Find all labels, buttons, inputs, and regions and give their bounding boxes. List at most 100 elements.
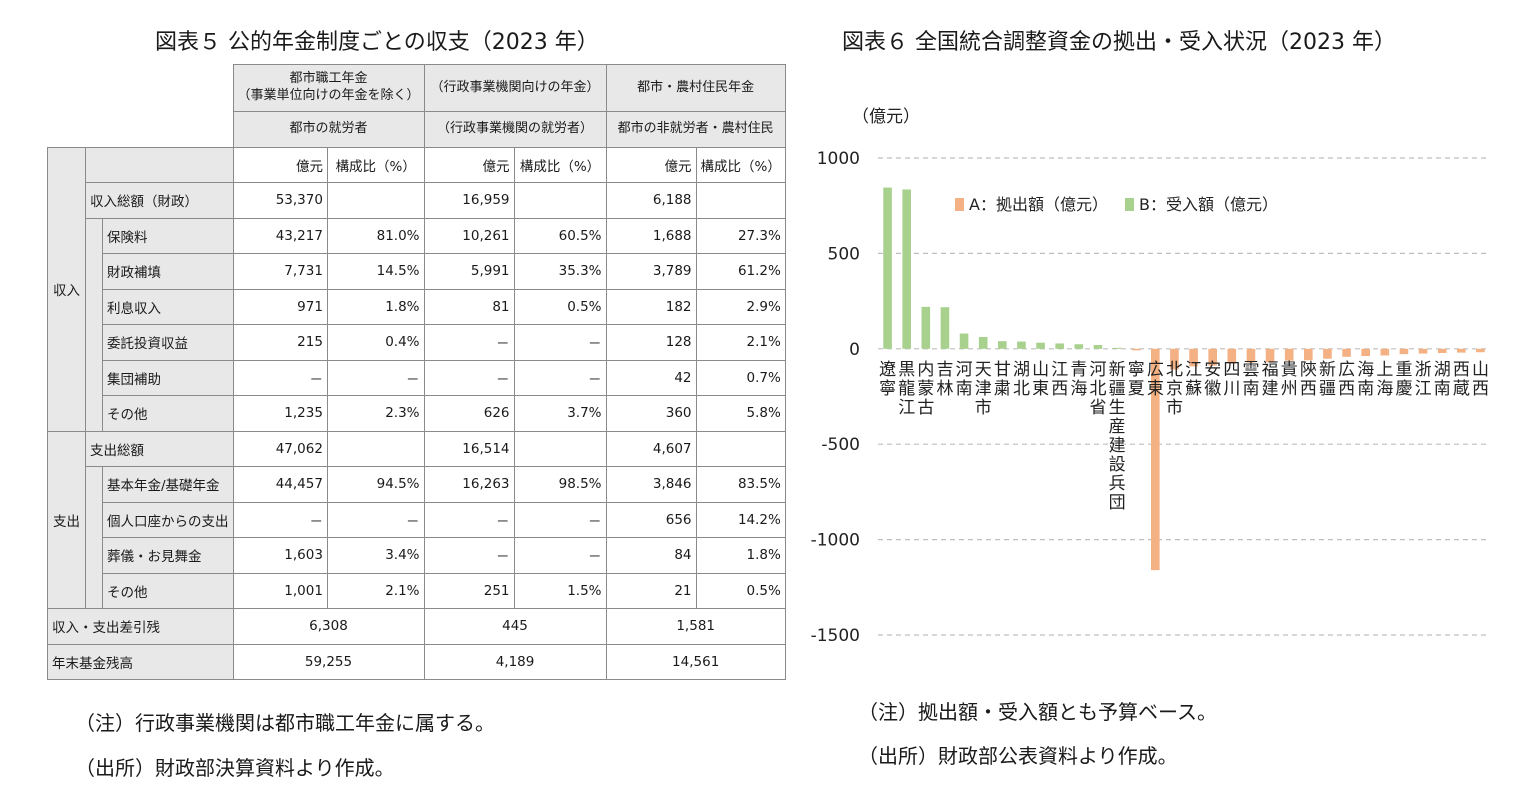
cell: － [423, 359, 515, 396]
cell: 1,603 [232, 537, 328, 574]
bar-a [1304, 348, 1313, 361]
cell: 445 [423, 608, 607, 645]
legend-label: B：受入額（億元） [1139, 195, 1278, 214]
row-label: 収入・支出差引残 [47, 608, 234, 645]
cell: 98.5% [513, 466, 607, 503]
chart-figure-title: 図表６ 全国統合調整資金の拠出・受入状況（2023 年） [842, 30, 1396, 55]
bar-a [1418, 348, 1428, 354]
row-label: 利息収入 [102, 288, 234, 325]
bar-a [1323, 348, 1332, 359]
x-category-label: 貴州 [1281, 360, 1298, 399]
cell: 84 [605, 537, 697, 574]
x-category-label: 湖北 [1013, 360, 1030, 399]
table-row: その他 1,235 2.3% 626 3.7% 360 5.8% [48, 395, 786, 432]
cell: 5.8% [695, 395, 786, 432]
bar-a [1457, 348, 1466, 353]
bar-b [1074, 344, 1084, 349]
cell: － [513, 537, 607, 574]
table-row: 財政補填 7,731 14.5% 5,991 35.3% 3,789 61.2% [48, 253, 786, 290]
table-row: 収入総額（財政） 53,370 16,959 6,188 [48, 182, 786, 219]
x-category-label: 広西 [1338, 360, 1355, 399]
x-category-label: 北京市 [1166, 360, 1183, 418]
x-category-label: 西蔵 [1453, 360, 1470, 399]
table-row: 保険料 43,217 81.0% 10,261 60.5% 1,688 27.3… [48, 217, 786, 432]
cell: － [232, 501, 328, 538]
row-label: 財政補填 [102, 253, 234, 290]
bar-a [1361, 348, 1370, 357]
cell: 2.1% [695, 324, 786, 361]
bar-a [1399, 348, 1409, 355]
cell: 81 [423, 288, 515, 325]
table-row: 個人口座からの支出 － － － － 656 14.2% [48, 501, 786, 538]
table-note: （注）行政事業機関は都市職工年金に属する。 [75, 711, 495, 735]
x-category-label: 海南 [1357, 360, 1374, 399]
cell: 1,688 [605, 217, 697, 254]
x-category-label: 新疆 [1319, 360, 1336, 399]
cell: 27.3% [695, 217, 786, 254]
column-group-subtitle: 都市の非就労者・農村住民 [605, 111, 786, 148]
cell: － [326, 359, 425, 396]
cell: 2.1% [326, 572, 425, 609]
x-category-label: 寧夏 [1128, 360, 1145, 399]
cell: 656 [605, 501, 697, 538]
table-figure-title: 図表５ 公的年金制度ごとの収支（2023 年） [155, 30, 599, 55]
cell: 1,001 [232, 572, 328, 609]
cell: 626 [423, 395, 515, 432]
cell: 1.8% [695, 537, 786, 574]
bar-a [1170, 348, 1179, 370]
bar-a [1284, 348, 1294, 361]
cell: 4,607 [605, 430, 697, 467]
cell: 4,189 [423, 643, 607, 680]
row-label: 葬儀・お見舞金 [102, 537, 234, 574]
cell: 47,062 [232, 430, 328, 467]
cell: 3.7% [513, 395, 607, 432]
y-tick-label: 0 [849, 340, 860, 360]
unit-header: 億元 [605, 146, 697, 183]
row-label: その他 [102, 572, 234, 609]
bar-a [1437, 348, 1447, 353]
cell: 6,308 [232, 608, 425, 645]
cell: 16,514 [423, 430, 515, 467]
x-category-label: 遼寧 [879, 360, 896, 399]
ratio-header: 構成比（%） [326, 146, 425, 183]
x-category-label: 黒龍江 [898, 360, 915, 418]
bar-a [1151, 348, 1160, 571]
x-category-label: 湖南 [1434, 360, 1451, 399]
cell: － [232, 359, 328, 396]
unit-header: 億元 [232, 146, 328, 183]
table-row: 収入・支出差引残 6,308 445 1,581 [47, 608, 786, 645]
y-tick-label: -500 [821, 435, 860, 455]
table-row: 年末基金残高 59,255 4,189 14,561 [47, 643, 786, 680]
x-category-label: 吉林 [936, 360, 953, 399]
cell: 2.9% [695, 288, 786, 325]
table-row: 利息収入 971 1.8% 81 0.5% 182 2.9% [48, 288, 786, 325]
x-category-label: 浙江 [1415, 360, 1432, 399]
unit-header: 億元 [423, 146, 515, 183]
y-tick-label: 500 [828, 244, 860, 264]
table-row: その他 1,001 2.1% 251 1.5% 21 0.5% [48, 572, 786, 609]
bar-b [978, 336, 988, 349]
ratio-header: 構成比（%） [513, 146, 607, 183]
cell: 360 [605, 395, 697, 432]
cell: 1.8% [326, 288, 425, 325]
cell: 16,959 [423, 182, 515, 219]
cell: 14.5% [326, 253, 425, 290]
y-tick-label: -1000 [811, 531, 860, 551]
y-tick-label: -1500 [811, 626, 860, 646]
row-label: 基本年金/基礎年金 [102, 466, 234, 503]
section-label-income: 収入 [47, 146, 86, 432]
cell: 971 [232, 288, 328, 325]
cell: 182 [605, 288, 697, 325]
cell: 1.5% [513, 572, 607, 609]
x-category-label: 上海 [1376, 360, 1393, 399]
cell: 35.3% [513, 253, 607, 290]
row-label: その他 [102, 395, 234, 432]
bar-b [998, 341, 1007, 349]
cell: 128 [605, 324, 697, 361]
cell: 61.2% [695, 253, 786, 290]
x-category-label: 江西 [1051, 360, 1068, 399]
legend-swatch [1125, 198, 1134, 211]
cell: 2.3% [326, 395, 425, 432]
x-category-label: 重慶 [1395, 360, 1412, 399]
row-label: 保険料 [102, 217, 234, 254]
